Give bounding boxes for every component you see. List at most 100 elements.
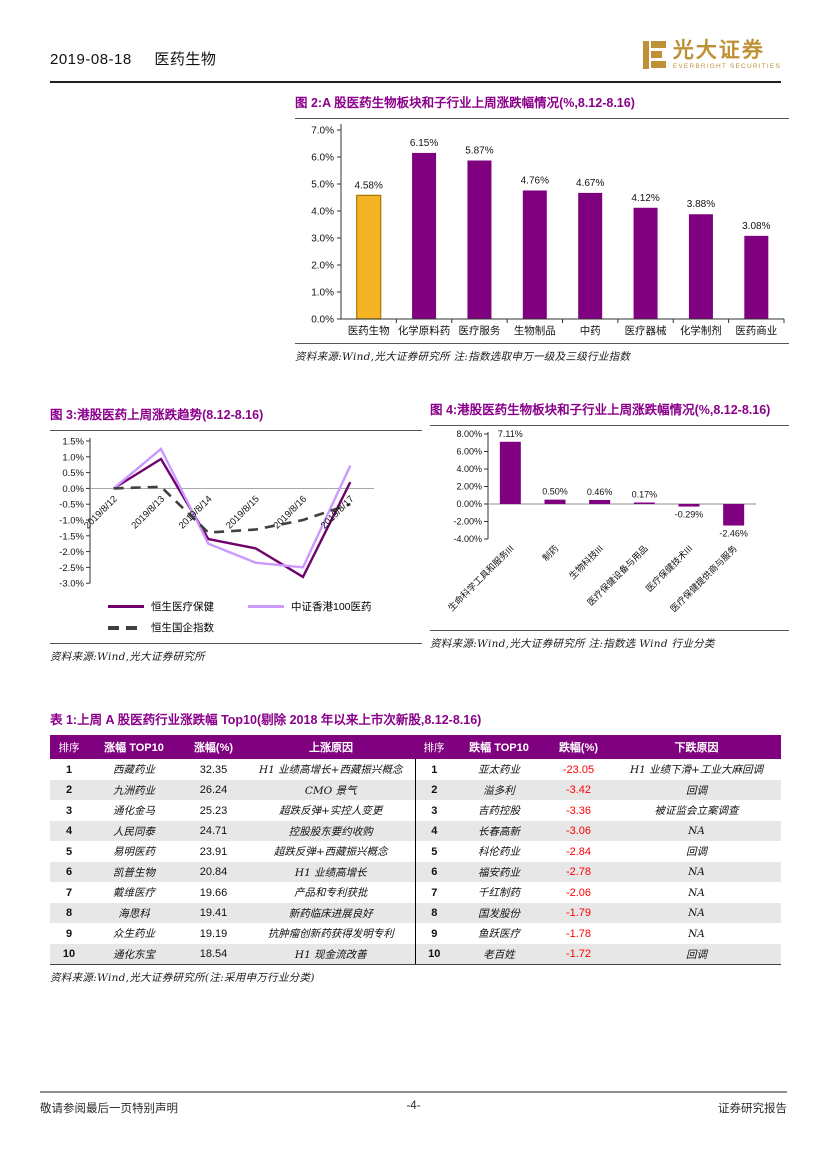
cell-rank: 1 [65, 763, 73, 776]
svg-text:0.00%: 0.00% [456, 499, 482, 509]
svg-text:-0.29%: -0.29% [675, 510, 704, 520]
series-恒生医疗保健 [113, 457, 352, 579]
cell-up_reason: H1 业绩高增长 [294, 866, 367, 879]
cell-up_reason: 抗肿瘤创新药获得发明专利 [267, 928, 394, 941]
cell-up_name: 通化东宝 [113, 948, 155, 961]
svg-text:化学原料药: 化学原料药 [398, 324, 451, 337]
cell-up_reason: 超跌反弹+实控人变更 [279, 805, 383, 818]
cell-rank2: 3 [414, 800, 453, 821]
bar [688, 214, 713, 320]
svg-text:6.00%: 6.00% [456, 447, 482, 457]
cell-down_name: 科伦药业 [478, 846, 520, 859]
cell-down_pct: -2.06 [565, 886, 592, 899]
fig3-line-chart: 1.5% 1.0% 0.5% 0.0% -0.5% -1.0% -1.5% -2.0% -2.5… [59, 437, 374, 590]
figure-4-source: 资料来源:Wind,光大证券研究所 注:指数选 Wind 行业分类 [430, 638, 715, 651]
cell-rank: 8 [65, 907, 73, 920]
footer-report-type: 证券研究报告 [718, 1103, 787, 1115]
table-row: 9 众生药业 19.19 抗肿瘤创新药获得发明专利 9 鱼跃医疗 -1.78 NA [50, 923, 781, 944]
cell-up_name: 戴维医疗 [113, 887, 155, 900]
divider [295, 118, 789, 120]
cell-down_name: 长春高新 [478, 825, 520, 838]
svg-text:2019/8/17: 2019/8/17 [319, 494, 357, 532]
svg-text:4.76%: 4.76% [521, 176, 549, 187]
cell-down_pct: -2.84 [565, 845, 592, 858]
figure-2-title: 图 2:A 股医药生物板块和子行业上周涨跌幅情况(%,8.12-8.16) [295, 96, 635, 110]
top10-table: 排序 涨幅 TOP10 涨幅(%) 上涨原因 排序 跌幅 TOP10 跌幅(%) 下跌原因 1… [50, 735, 781, 965]
svg-text:0.5%: 0.5% [62, 468, 84, 479]
svg-text:6.15%: 6.15% [410, 138, 438, 149]
bar [723, 504, 745, 526]
fig4-bar-chart: 8.00% 6.00% 4.00% 2.00% 0.00% -2.00% -4.00% 7.1… [445, 429, 756, 614]
svg-text:5.0%: 5.0% [311, 180, 334, 191]
x-tick-label: 2019/8/16 [271, 494, 309, 532]
svg-text:2019/8/13: 2019/8/13 [129, 494, 167, 532]
logo-subtitle: EVERBRIGHT SECURITIES [672, 63, 781, 70]
cell-down_reason: 被证监会立案调查 [654, 805, 739, 818]
legend-item: 中证香港100医药 [248, 599, 372, 614]
table-row: 5 易明医药 23.91 超跌反弹+西藏振兴概念 5 科伦药业 -2.84 回调 [50, 841, 781, 862]
legend-swatch [108, 626, 144, 630]
column-header: 上涨原因 [247, 735, 415, 760]
svg-text:3.0%: 3.0% [311, 234, 334, 245]
logo-name: 光大证券 [672, 38, 765, 62]
table-1-block: 表 1:上周 A 股医药行业涨跌幅 Top10(剔除 2018 年以来上市次新股… [50, 711, 781, 985]
table-row: 7 戴维医疗 19.66 产品和专利获批 7 千红制药 -2.06 NA [50, 882, 781, 903]
legend-item: 恒生医疗保健 [108, 599, 214, 614]
svg-text:8.00%: 8.00% [456, 429, 482, 439]
svg-text:2019/8/15: 2019/8/15 [224, 494, 262, 532]
figure-2-source: 资料来源:Wind,光大证券研究所 注:指数选取申万一级及三级行业指数 [295, 351, 631, 364]
svg-text:4.67%: 4.67% [576, 178, 604, 189]
table-row: 10 通化东宝 18.54 H1 现金流改善 10 老百姓 -1.72 回调 [50, 943, 781, 965]
figure-4-block: 图 4:港股医药生物板块和子行业上周涨跌幅情况(%,8.12-8.16) 8.0… [430, 401, 789, 651]
table-1-title: 表 1:上周 A 股医药行业涨跌幅 Top10(剔除 2018 年以来上市次新股… [50, 713, 482, 727]
cell-up_name: 众生药业 [113, 928, 155, 941]
cell-down_reason: 回调 [686, 846, 707, 859]
cell-up_name: 通化金马 [113, 805, 155, 818]
cell-down_pct: -3.42 [565, 784, 592, 797]
x-tick-label: 制药 [540, 543, 561, 564]
svg-text:1.0%: 1.0% [311, 288, 334, 299]
svg-text:-2.00%: -2.00% [453, 517, 482, 527]
cell-up_reason: H1 现金流改善 [294, 948, 367, 961]
cell-rank2: 10 [414, 943, 453, 965]
bar [467, 160, 492, 320]
svg-text:医疗保健技术III: 医疗保健技术III [643, 543, 694, 594]
svg-text:4.58%: 4.58% [355, 181, 383, 192]
svg-text:-3.0%: -3.0% [59, 579, 84, 590]
svg-text:2019/8/14: 2019/8/14 [177, 494, 215, 532]
svg-text:0.0%: 0.0% [62, 484, 84, 495]
divider [50, 430, 422, 432]
everbright-logo: 光大证券 EVERBRIGHT SECURITIES [642, 38, 781, 71]
figure-3-source: 资料来源:Wind,光大证券研究所 [50, 651, 205, 664]
cell-rank: 3 [65, 804, 73, 817]
table-row: 1 西藏药业 32.35 H1 业绩高增长+西藏振兴概念 1 亚太药业 -23.05 H1 业… [50, 759, 781, 780]
fig3-legend: 恒生医疗保健 中证香港100医药 恒生国企指数 [50, 599, 408, 635]
cell-up_reason: H1 业绩高增长+西藏振兴概念 [259, 764, 403, 777]
svg-text:化学制剂: 化学制剂 [680, 324, 722, 337]
x-tick-label: 医疗保健技术III [643, 543, 694, 594]
cell-down_name: 亚太药业 [478, 764, 520, 777]
cell-up_name: 人民同泰 [113, 825, 155, 838]
cell-up_reason: 新药临床进展良好 [288, 907, 373, 920]
svg-text:2019/8/16: 2019/8/16 [271, 494, 309, 532]
cell-up_pct: 25.23 [199, 804, 228, 817]
x-tick-label: 2019/8/17 [319, 494, 357, 532]
cell-down_name: 吉药控股 [478, 805, 520, 818]
cell-down_pct: -1.72 [565, 948, 592, 961]
bar [589, 500, 611, 505]
svg-text:-2.46%: -2.46% [719, 529, 748, 539]
cell-up_pct: 20.84 [199, 866, 228, 879]
svg-text:医疗服务: 医疗服务 [458, 324, 500, 337]
figure-3-block: 图 3:港股医药上周涨跌趋势(8.12-8.16) 1.5% 1.0% 0.5% 0.… [50, 406, 422, 664]
cell-up_pct: 19.41 [199, 907, 228, 920]
cell-rank: 10 [62, 948, 76, 961]
cell-up_name: 海思科 [118, 907, 150, 920]
cell-rank: 7 [65, 886, 73, 899]
cell-up_pct: 32.35 [199, 763, 228, 776]
cell-rank: 6 [65, 866, 73, 879]
cell-rank: 5 [65, 845, 73, 858]
column-header: 涨幅(%) [180, 735, 247, 760]
svg-text:-0.5%: -0.5% [59, 500, 84, 511]
x-tick-label: 生命科学工具和服务III [445, 543, 515, 613]
